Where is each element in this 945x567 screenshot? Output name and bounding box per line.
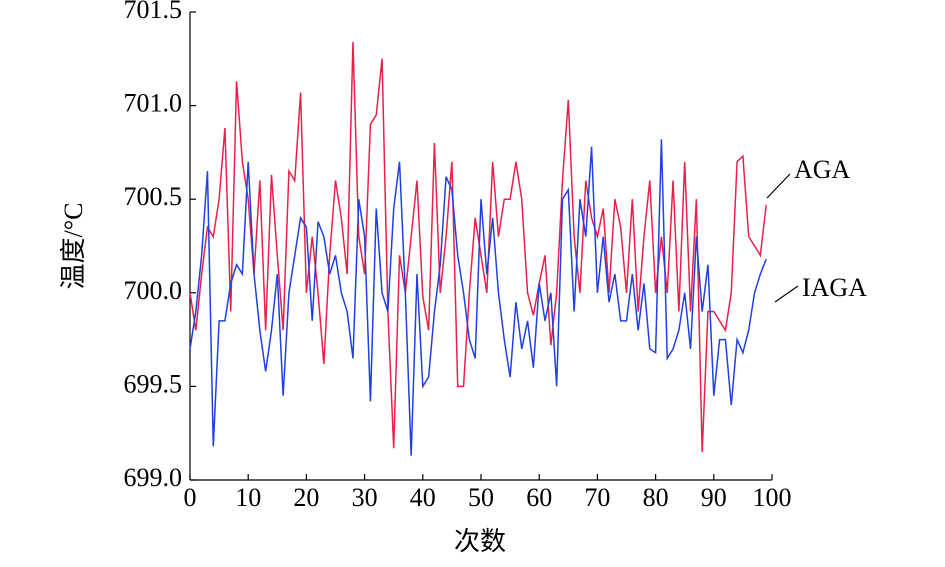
x-tick-label: 80 (643, 483, 669, 512)
x-tick-label: 40 (410, 483, 436, 512)
series-line (189, 139, 767, 456)
x-tick-label: 0 (184, 483, 197, 512)
y-tick-label: 699.5 (124, 369, 183, 398)
y-tick-label: 701.5 (124, 0, 183, 24)
x-tick-label: 70 (584, 483, 610, 512)
series-line (189, 41, 767, 452)
annotation-pointer (774, 285, 799, 303)
y-tick-label: 699.0 (124, 463, 183, 492)
x-axis-label: 次数 (454, 527, 506, 556)
x-tick-label: 10 (235, 483, 261, 512)
annotation-pointer (766, 173, 791, 199)
y-tick-label: 700.5 (124, 182, 183, 211)
x-tick-label: 30 (352, 483, 378, 512)
y-tick-label: 700.0 (124, 276, 183, 305)
series-label: IAGA (802, 273, 867, 302)
x-tick-label: 90 (701, 483, 727, 512)
series-label: AGA (794, 155, 851, 184)
x-tick-label: 100 (753, 483, 792, 512)
y-axis-label: 温度/°C (59, 203, 88, 290)
x-tick-label: 20 (293, 483, 319, 512)
x-tick-label: 60 (526, 483, 552, 512)
y-tick-label: 701.0 (124, 89, 183, 118)
x-tick-label: 50 (468, 483, 494, 512)
